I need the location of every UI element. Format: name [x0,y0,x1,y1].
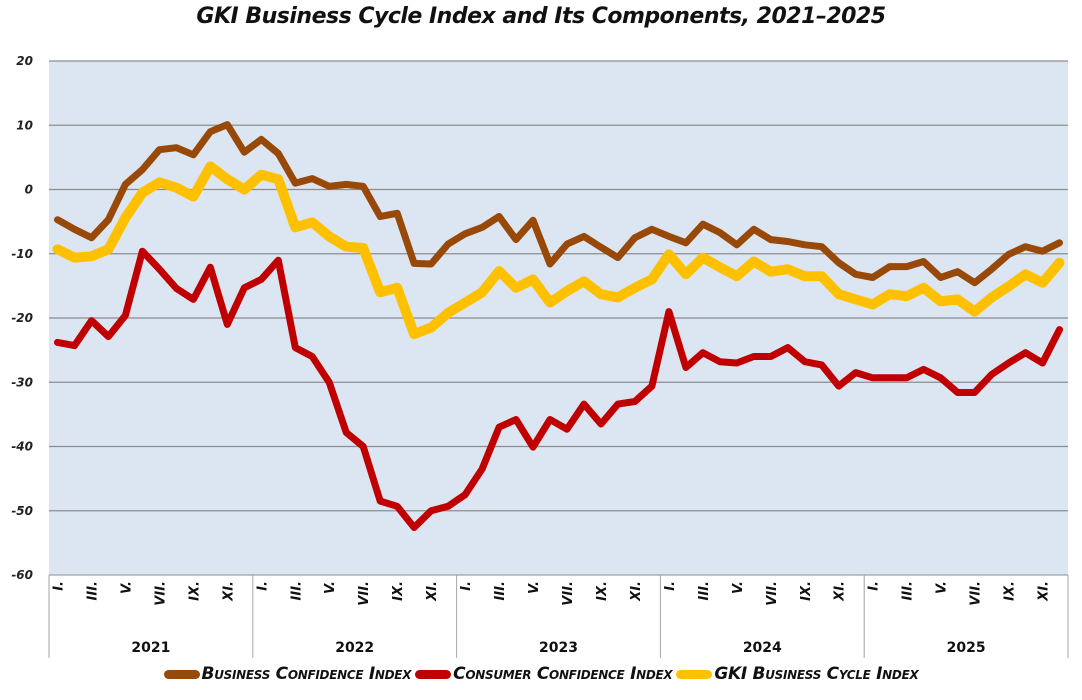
x-tick-label: IX. [799,581,814,601]
x-tick-label: III. [493,581,508,600]
legend: Business Confidence Index Consumer Confi… [0,664,1082,684]
x-tick-label: IX. [1003,581,1018,601]
chart-title: GKI Business Cycle Index and Its Compone… [196,4,886,29]
x-tick-label: VII. [153,581,168,606]
x-tick-label: VII. [765,581,780,606]
x-tick-label: III. [697,581,712,600]
series-lines [52,121,1065,531]
legend-label: Consumer Confidence Index [453,664,673,684]
x-tick-label: III. [289,581,304,600]
y-tick-label: 10 [16,118,33,132]
x-tick-label: III. [85,581,100,600]
series-line-business-confidence-index [54,121,1063,287]
x-tick-label: V. [323,581,338,594]
x-tick-label: XI. [425,581,440,602]
gridlines [49,60,1068,576]
x-tick-label: VII. [969,581,984,606]
x-tick-label: V. [527,581,542,594]
x-tick-label: XI. [833,581,848,602]
year-label: 2024 [743,640,782,656]
x-axis: I. III. V. VII. IX. XI. 2021 I. III. V. VII. IX. XI.… [48,574,1069,658]
x-tick-label: XI. [221,581,236,602]
x-tick-label: XI. [629,581,644,602]
x-tick-label: V. [731,581,746,594]
year-label: 2022 [335,640,374,656]
x-tick-label: XI. [1037,581,1052,602]
y-tick-label: -30 [11,375,33,389]
series-line-gki-business-cycle-index [52,161,1065,340]
x-tick-label: VII. [561,581,576,606]
legend-swatch-gki-business-cycle [676,669,713,679]
x-tick-label: V. [935,581,950,594]
y-tick-label: -20 [11,311,33,325]
year-label: 2021 [131,640,170,656]
series-line-consumer-confidence-index [54,247,1063,531]
x-tick-label: IX. [595,581,610,601]
y-tick-label: 0 [25,183,33,197]
y-tick-label: -60 [11,568,33,582]
x-tick-label: I. [867,581,882,591]
legend-label: Business Confidence Index [201,664,412,684]
year-label: 2023 [539,640,578,656]
x-tick-label: III. [901,581,916,600]
x-tick-label: VII. [357,581,372,606]
y-tick-label: -40 [11,440,33,454]
legend-item-business-confidence[interactable]: Business Confidence Index [163,664,412,684]
year-label: 2025 [947,640,986,656]
legend-label: GKI Business Cycle Index [714,664,919,684]
x-tick-label: IX. [187,581,202,601]
legend-swatch-consumer-confidence [415,669,452,679]
y-tick-label: -50 [11,504,33,518]
y-tick-label: -10 [11,247,33,261]
legend-item-consumer-confidence[interactable]: Consumer Confidence Index [415,664,673,684]
x-tick-label: I. [663,581,678,591]
legend-item-gki-business-cycle[interactable]: GKI Business Cycle Index [676,664,919,684]
x-tick-label: I. [255,581,270,591]
x-tick-label: IX. [391,581,406,601]
y-axis: 20 10 0 -10 -20 -30 -40 -50 -60 [11,54,33,582]
legend-swatch-business-confidence [163,669,200,679]
y-tick-label: 20 [16,54,33,68]
x-tick-label: V. [119,581,134,594]
x-tick-label: I. [51,581,66,591]
x-tick-label: I. [459,581,474,591]
